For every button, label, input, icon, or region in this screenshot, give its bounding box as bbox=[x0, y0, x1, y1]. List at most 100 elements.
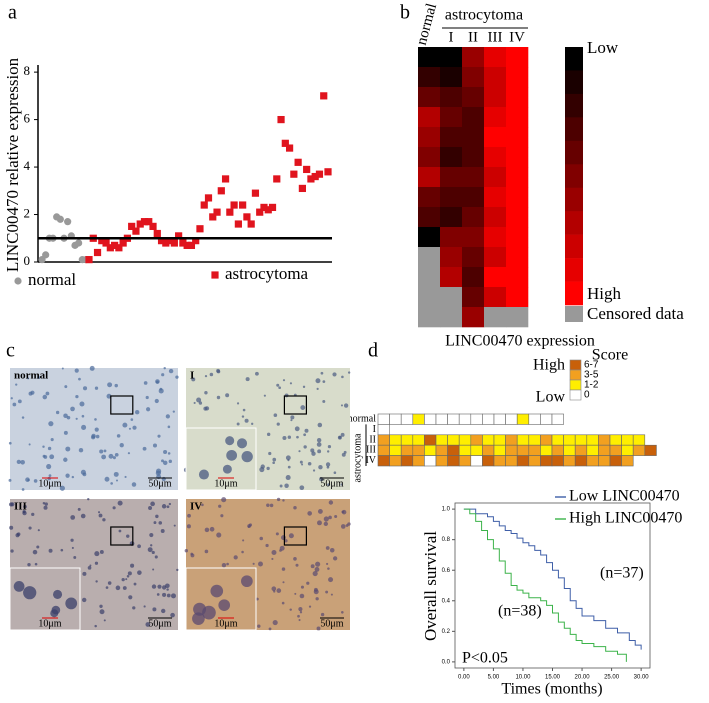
column-label: I bbox=[449, 29, 454, 45]
score-cell bbox=[389, 444, 402, 456]
nucleus bbox=[315, 597, 319, 601]
nucleus bbox=[154, 555, 158, 559]
nucleus bbox=[271, 550, 277, 556]
nucleus bbox=[115, 585, 121, 591]
nucleus bbox=[8, 478, 12, 482]
data-point bbox=[213, 208, 221, 216]
score-cell bbox=[400, 444, 414, 456]
score-cell bbox=[470, 455, 483, 467]
nucleus bbox=[21, 488, 25, 491]
nucleus bbox=[150, 544, 153, 547]
nucleus bbox=[12, 402, 17, 407]
nucleus bbox=[317, 509, 323, 514]
nucleus bbox=[300, 585, 304, 589]
nucleus bbox=[325, 590, 329, 594]
nucleus bbox=[299, 611, 303, 614]
zoom-box bbox=[283, 395, 307, 415]
score-cell bbox=[493, 434, 506, 446]
nucleus bbox=[16, 532, 21, 536]
nucleus bbox=[63, 430, 68, 435]
nucleus bbox=[70, 406, 75, 412]
heatmap-cell bbox=[440, 167, 463, 188]
nucleus bbox=[161, 608, 166, 614]
nucleus bbox=[347, 522, 351, 526]
score-cell bbox=[482, 444, 495, 456]
nucleus bbox=[322, 380, 326, 384]
nucleus bbox=[94, 418, 97, 421]
score-cell bbox=[528, 455, 541, 467]
nucleus bbox=[187, 513, 191, 518]
x-tick-label: 10.00 bbox=[515, 675, 531, 681]
nucleus bbox=[168, 502, 172, 506]
nucleus bbox=[132, 425, 137, 430]
heatmap-cell bbox=[418, 67, 441, 88]
nucleus bbox=[150, 501, 155, 507]
nucleus bbox=[308, 605, 312, 608]
nucleus bbox=[163, 449, 168, 455]
score-cell bbox=[563, 455, 576, 467]
score-cell bbox=[516, 413, 530, 425]
heatmap-cell bbox=[484, 147, 507, 168]
nucleus bbox=[302, 385, 306, 389]
nucleus bbox=[317, 449, 322, 454]
nucleus bbox=[42, 394, 48, 400]
nucleus bbox=[94, 551, 100, 557]
score-cell bbox=[586, 455, 599, 467]
nucleus bbox=[102, 518, 106, 522]
x-tick-label: 25.00 bbox=[604, 675, 620, 681]
nucleus bbox=[65, 446, 71, 452]
nucleus bbox=[175, 375, 179, 379]
data-point bbox=[290, 170, 298, 178]
colorbar-step bbox=[565, 70, 583, 95]
inset-nucleus bbox=[226, 449, 238, 461]
nucleus bbox=[98, 513, 103, 518]
score-cell bbox=[505, 455, 518, 467]
nucleus bbox=[307, 511, 312, 516]
data-point bbox=[136, 220, 144, 228]
nucleus bbox=[105, 586, 109, 589]
nucleus bbox=[89, 564, 92, 567]
nucleus bbox=[106, 393, 112, 399]
heatmap-cell bbox=[462, 307, 485, 328]
nucleus bbox=[137, 570, 142, 575]
data-point bbox=[140, 218, 149, 226]
nucleus bbox=[149, 532, 154, 538]
nucleus bbox=[332, 372, 337, 377]
heatmap-cell bbox=[484, 207, 507, 228]
plot-frame bbox=[454, 502, 651, 669]
nucleus bbox=[17, 399, 22, 404]
nucleus bbox=[293, 506, 297, 510]
score-cell bbox=[447, 444, 460, 456]
nucleus bbox=[74, 368, 79, 373]
heatmap-cell bbox=[418, 127, 441, 148]
nucleus bbox=[284, 539, 288, 543]
score-cell bbox=[435, 434, 448, 446]
nucleus bbox=[327, 444, 332, 449]
nucleus bbox=[255, 597, 259, 601]
nucleus bbox=[63, 413, 68, 419]
nucleus bbox=[142, 446, 147, 451]
nucleus bbox=[113, 471, 119, 477]
legend-swatch bbox=[569, 379, 582, 391]
nucleus bbox=[82, 571, 87, 576]
nucleus bbox=[165, 414, 170, 419]
score-cell bbox=[528, 444, 541, 456]
nucleus bbox=[196, 397, 202, 403]
nucleus bbox=[316, 442, 322, 447]
row-label: normal bbox=[348, 413, 377, 424]
heatmap-cell bbox=[506, 307, 529, 328]
nucleus bbox=[61, 367, 64, 370]
panel-label: b bbox=[400, 2, 410, 24]
nucleus bbox=[170, 612, 175, 618]
nucleus bbox=[143, 605, 146, 608]
nucleus bbox=[276, 383, 280, 387]
score-cell bbox=[598, 434, 611, 446]
heatmap-cell bbox=[440, 247, 463, 268]
score-cell bbox=[574, 444, 588, 456]
score-cell bbox=[424, 434, 437, 446]
inset-nucleus bbox=[13, 581, 25, 592]
nucleus bbox=[94, 561, 99, 565]
heatmap-cell bbox=[440, 267, 463, 288]
image-label: III bbox=[14, 501, 27, 513]
